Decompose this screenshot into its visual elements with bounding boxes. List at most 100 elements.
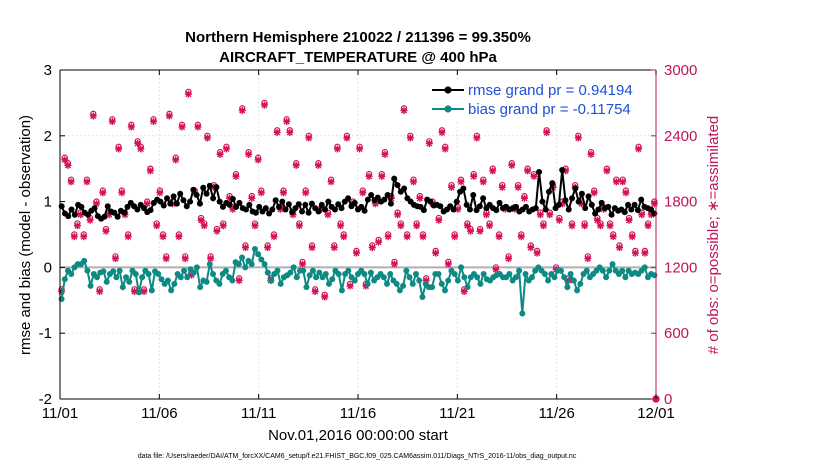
obs-assimilated-marker	[283, 118, 291, 126]
obs-assimilated-marker	[333, 145, 341, 153]
rmse-point	[391, 175, 398, 182]
rmse-point	[476, 203, 483, 210]
obs-assimilated-stroke	[464, 222, 471, 229]
obs-assimilated-marker	[409, 178, 417, 186]
bias-point	[583, 267, 590, 274]
obs-assimilated-marker	[108, 118, 116, 126]
obs-assimilated-stroke	[353, 250, 360, 257]
rmse-point	[631, 201, 638, 208]
bias-point	[116, 267, 123, 274]
rmse-point	[308, 200, 315, 207]
obs-assimilated-stroke	[175, 233, 182, 240]
obs-assimilated-marker	[390, 260, 398, 268]
obs-assimilated-marker	[438, 129, 446, 137]
bias-point	[184, 274, 191, 281]
rmse-point	[272, 197, 279, 204]
rmse-point	[229, 195, 236, 202]
obs-assimilated-marker	[352, 249, 360, 257]
obs-assimilated-marker	[432, 249, 440, 257]
obs-assimilated-stroke	[495, 233, 503, 240]
obs-assimilated-stroke	[575, 134, 582, 142]
obs-assimilated-marker	[200, 222, 208, 230]
bias-point	[454, 277, 461, 284]
obs-assimilated-stroke	[80, 233, 87, 240]
obs-assimilated-stroke	[131, 288, 138, 295]
obs-assimilated-marker	[425, 139, 433, 147]
obs-assimilated-stroke	[134, 140, 141, 147]
bias-point	[599, 267, 606, 274]
obs-assimilated-stroke	[530, 173, 538, 180]
obs-assimilated-stroke	[251, 222, 259, 229]
obs-assimilated-marker	[622, 189, 630, 197]
obs-assimilated-marker	[476, 227, 484, 235]
rmse-point	[203, 190, 210, 197]
obs-assimilated-marker	[216, 150, 224, 158]
obs-assimilated-marker	[416, 194, 424, 202]
obs-assimilated-marker	[616, 244, 624, 252]
bias-point	[158, 276, 165, 283]
obs-assimilated-stroke	[125, 233, 132, 240]
rmse-point	[68, 206, 75, 213]
rmse-point	[562, 197, 569, 204]
obs-assimilated-marker	[146, 167, 154, 175]
bias-point	[557, 267, 564, 274]
bias-point	[477, 280, 484, 287]
bias-point	[345, 267, 352, 274]
obs-assimilated-stroke	[413, 222, 420, 229]
rmse-point	[595, 206, 602, 213]
bias-point	[145, 270, 152, 277]
obs-assimilated-marker	[581, 222, 589, 230]
bias-point	[274, 267, 281, 274]
obs-assimilated-marker	[305, 134, 313, 142]
obs-assimilated-stroke	[438, 129, 446, 136]
bias-point	[164, 277, 171, 284]
obs-assimilated-marker	[489, 167, 497, 175]
obs-assimilated-stroke	[236, 277, 243, 284]
obs-assimilated-stroke	[220, 222, 227, 229]
obs-assimilated-marker	[381, 150, 389, 158]
x-axis-label: Nov.01,2016 00:00:00 start	[268, 427, 449, 444]
obs-assimilated-stroke	[619, 178, 626, 185]
obs-assimilated-marker	[213, 227, 221, 235]
obs-assimilated-marker	[403, 233, 411, 241]
obs-assimilated-stroke	[606, 222, 614, 229]
obs-assimilated-marker	[555, 216, 563, 224]
rmse-point	[578, 190, 585, 197]
bias-point	[461, 274, 468, 281]
rmse-point	[282, 206, 289, 213]
rmse-point	[226, 201, 233, 208]
obs-assimilated-stroke	[163, 255, 170, 262]
rmse-point	[292, 205, 299, 212]
obs-assimilated-stroke	[71, 233, 78, 240]
obs-assimilated-stroke	[492, 266, 499, 273]
obs-assimilated-marker	[324, 211, 332, 219]
obs-assimilated-stroke	[356, 145, 363, 153]
bias-point	[329, 276, 336, 283]
obs-assimilated-stroke	[448, 184, 455, 191]
y2-tick-label: 3000	[664, 62, 697, 79]
bias-point	[551, 274, 558, 281]
bias-point	[519, 310, 526, 317]
obs-assimilated-stroke	[258, 189, 265, 196]
obs-assimilated-marker	[517, 233, 525, 241]
obs-assimilated-stroke	[508, 162, 515, 169]
obs-assimilated-stroke	[185, 91, 192, 98]
obs-assimilated-stroke	[546, 211, 553, 218]
rmse-point	[331, 206, 338, 213]
obs-assimilated-stroke	[248, 195, 255, 202]
obs-assimilated-stroke	[537, 211, 544, 218]
obs-assimilated-marker	[70, 233, 78, 241]
rmse-point	[305, 209, 312, 216]
obs-assimilated-stroke	[489, 167, 496, 174]
obs-assimilated-stroke	[83, 178, 91, 185]
obs-assimilated-stroke	[613, 178, 620, 185]
rmse-point	[213, 184, 220, 191]
bias-point	[258, 256, 265, 263]
obs-assimilated-marker	[543, 129, 551, 137]
bias-point	[322, 270, 329, 277]
obs-assimilated-stroke	[483, 211, 490, 218]
y2-tick-label: 600	[664, 325, 689, 342]
bias-point	[512, 274, 519, 281]
obs-assimilated-marker	[280, 189, 287, 197]
rmse-point	[157, 198, 164, 205]
